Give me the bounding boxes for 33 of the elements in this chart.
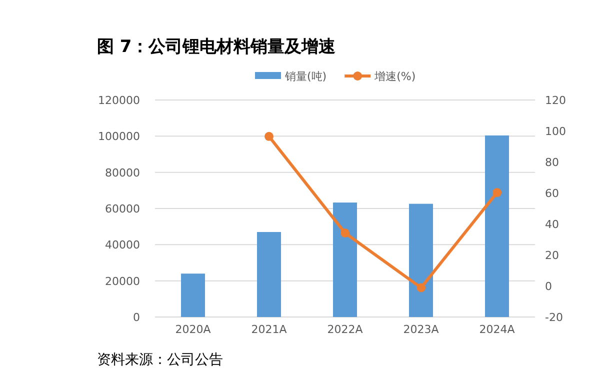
x-tick-label: 2022A (327, 323, 364, 336)
bar (333, 202, 357, 317)
y2-tick-label: -20 (545, 311, 563, 324)
y-tick-label: 40000 (105, 238, 140, 252)
point (264, 132, 274, 141)
legend-label: 销量(吨) (284, 70, 327, 83)
y-tick-label: 20000 (105, 274, 140, 288)
x-tick-label: 2021A (251, 323, 288, 336)
x-tick-label: 2020A (175, 323, 212, 336)
bar (485, 135, 509, 317)
y2-tick-label: 60 (545, 187, 559, 200)
legend-label: 增速(%) (374, 70, 416, 83)
y-tick-label: 80000 (105, 166, 140, 180)
y2-tick-label: 100 (545, 125, 566, 138)
point (416, 283, 426, 292)
y-tick-label: 60000 (105, 202, 140, 216)
bar (257, 232, 281, 317)
y2-tick-label: 0 (545, 280, 552, 293)
x-tick-label: 2023A (403, 323, 440, 336)
y-tick-label: 100000 (98, 130, 140, 144)
y-tick-label: 0 (133, 311, 140, 324)
x-tick-label: 2024A (479, 323, 516, 336)
text: 资料来源：公司公告 (97, 352, 223, 368)
point (492, 188, 502, 198)
y2-tick-label: 20 (545, 249, 559, 262)
chart-title: 图 7：公司锂电材料销量及增速 (97, 37, 336, 57)
y-tick-label: 120000 (98, 94, 140, 107)
point (340, 228, 350, 238)
bar (181, 274, 205, 317)
y2-tick-label: 120 (545, 94, 566, 107)
bar (409, 204, 433, 317)
y2-tick-label: 80 (545, 156, 559, 169)
y2-tick-label: 40 (545, 218, 559, 231)
